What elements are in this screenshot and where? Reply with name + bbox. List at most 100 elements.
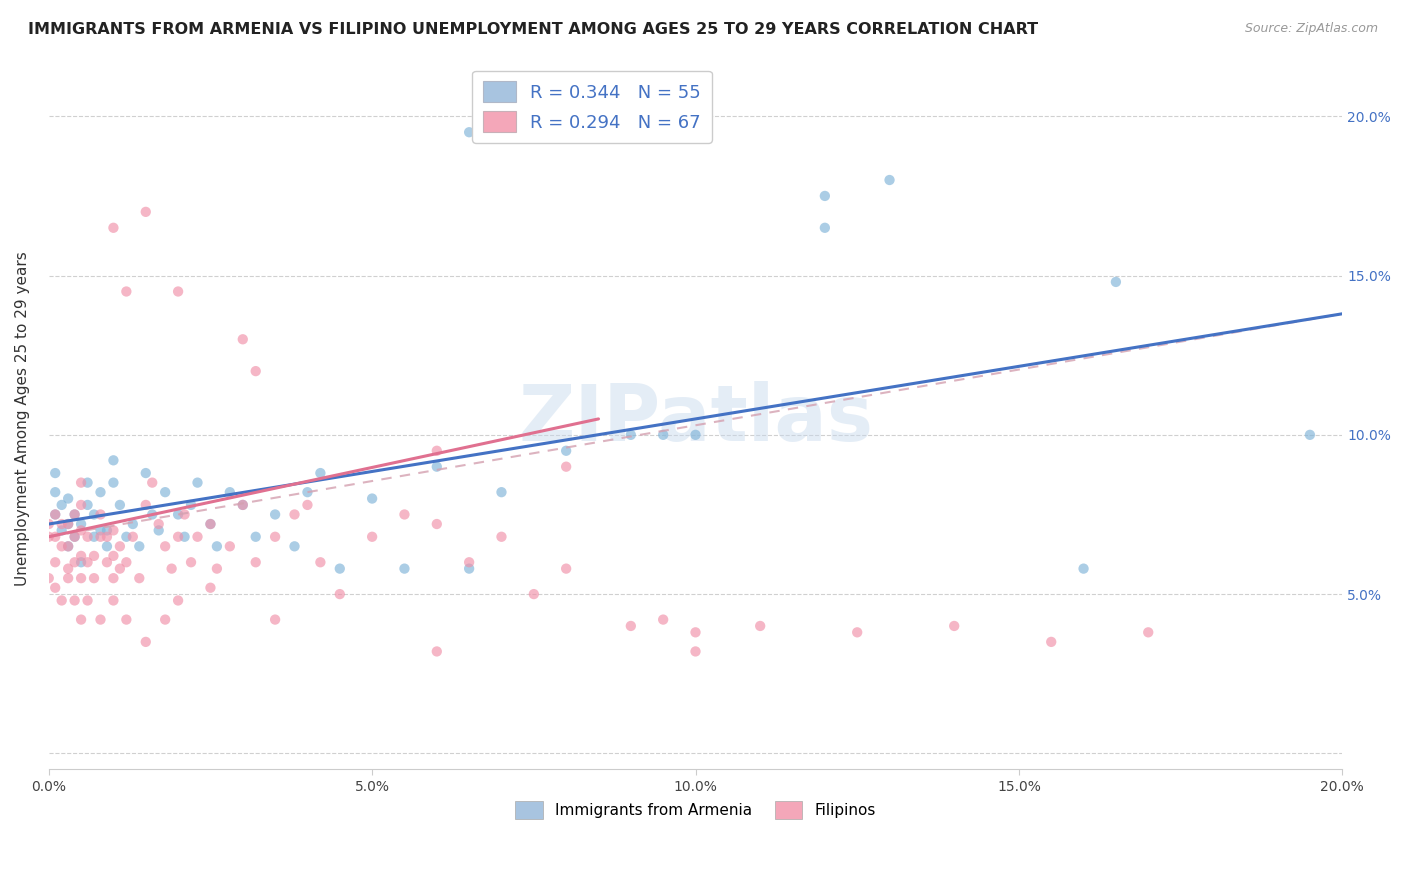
Point	[218, 539, 240, 553]
Point	[44, 466, 66, 480]
Point	[89, 530, 111, 544]
Point	[426, 459, 449, 474]
Point	[1040, 635, 1063, 649]
Point	[153, 485, 176, 500]
Point	[426, 644, 449, 658]
Point	[620, 427, 643, 442]
Point	[51, 498, 73, 512]
Point	[394, 508, 416, 522]
Point	[89, 485, 111, 500]
Point	[200, 581, 222, 595]
Point	[620, 619, 643, 633]
Point	[38, 571, 60, 585]
Point	[83, 571, 105, 585]
Point	[232, 498, 254, 512]
Point	[148, 516, 170, 531]
Point	[89, 524, 111, 538]
Point	[685, 427, 707, 442]
Point	[51, 516, 73, 531]
Point	[297, 485, 319, 500]
Point	[115, 555, 138, 569]
Point	[167, 530, 190, 544]
Point	[394, 561, 416, 575]
Point	[76, 555, 98, 569]
Point	[76, 498, 98, 512]
Point	[245, 555, 267, 569]
Point	[76, 530, 98, 544]
Point	[56, 516, 79, 531]
Point	[652, 427, 675, 442]
Point	[103, 220, 125, 235]
Text: IMMIGRANTS FROM ARMENIA VS FILIPINO UNEMPLOYMENT AMONG AGES 25 TO 29 YEARS CORRE: IMMIGRANTS FROM ARMENIA VS FILIPINO UNEM…	[28, 22, 1038, 37]
Point	[814, 189, 837, 203]
Point	[205, 561, 228, 575]
Point	[297, 498, 319, 512]
Legend: Immigrants from Armenia, Filipinos: Immigrants from Armenia, Filipinos	[509, 795, 882, 825]
Point	[1073, 561, 1095, 575]
Point	[361, 530, 384, 544]
Point	[232, 498, 254, 512]
Point	[283, 539, 305, 553]
Point	[186, 530, 208, 544]
Point	[309, 555, 332, 569]
Point	[167, 508, 190, 522]
Point	[76, 593, 98, 607]
Point	[96, 539, 118, 553]
Point	[115, 613, 138, 627]
Point	[153, 613, 176, 627]
Point	[167, 285, 190, 299]
Point	[44, 508, 66, 522]
Point	[89, 508, 111, 522]
Point	[56, 516, 79, 531]
Point	[943, 619, 966, 633]
Point	[38, 516, 60, 531]
Point	[555, 561, 578, 575]
Point	[180, 498, 202, 512]
Point	[70, 571, 93, 585]
Point	[523, 587, 546, 601]
Point	[309, 466, 332, 480]
Point	[108, 498, 131, 512]
Text: ZIPatlas: ZIPatlas	[517, 381, 873, 457]
Point	[63, 593, 86, 607]
Point	[83, 508, 105, 522]
Point	[685, 644, 707, 658]
Point	[108, 561, 131, 575]
Point	[135, 466, 157, 480]
Point	[283, 508, 305, 522]
Point	[329, 561, 352, 575]
Point	[51, 524, 73, 538]
Point	[70, 613, 93, 627]
Point	[264, 613, 287, 627]
Point	[879, 173, 901, 187]
Point	[148, 524, 170, 538]
Point	[56, 571, 79, 585]
Point	[103, 571, 125, 585]
Point	[63, 530, 86, 544]
Point	[426, 443, 449, 458]
Point	[135, 635, 157, 649]
Point	[846, 625, 869, 640]
Point	[200, 516, 222, 531]
Point	[135, 498, 157, 512]
Point	[63, 530, 86, 544]
Point	[245, 364, 267, 378]
Point	[1299, 427, 1322, 442]
Point	[491, 485, 513, 500]
Point	[103, 475, 125, 490]
Point	[70, 516, 93, 531]
Point	[141, 508, 163, 522]
Point	[121, 530, 143, 544]
Point	[180, 555, 202, 569]
Point	[51, 539, 73, 553]
Point	[89, 613, 111, 627]
Point	[555, 459, 578, 474]
Point	[1137, 625, 1160, 640]
Point	[652, 613, 675, 627]
Point	[173, 508, 195, 522]
Point	[685, 625, 707, 640]
Point	[44, 530, 66, 544]
Point	[70, 498, 93, 512]
Point	[38, 530, 60, 544]
Point	[103, 524, 125, 538]
